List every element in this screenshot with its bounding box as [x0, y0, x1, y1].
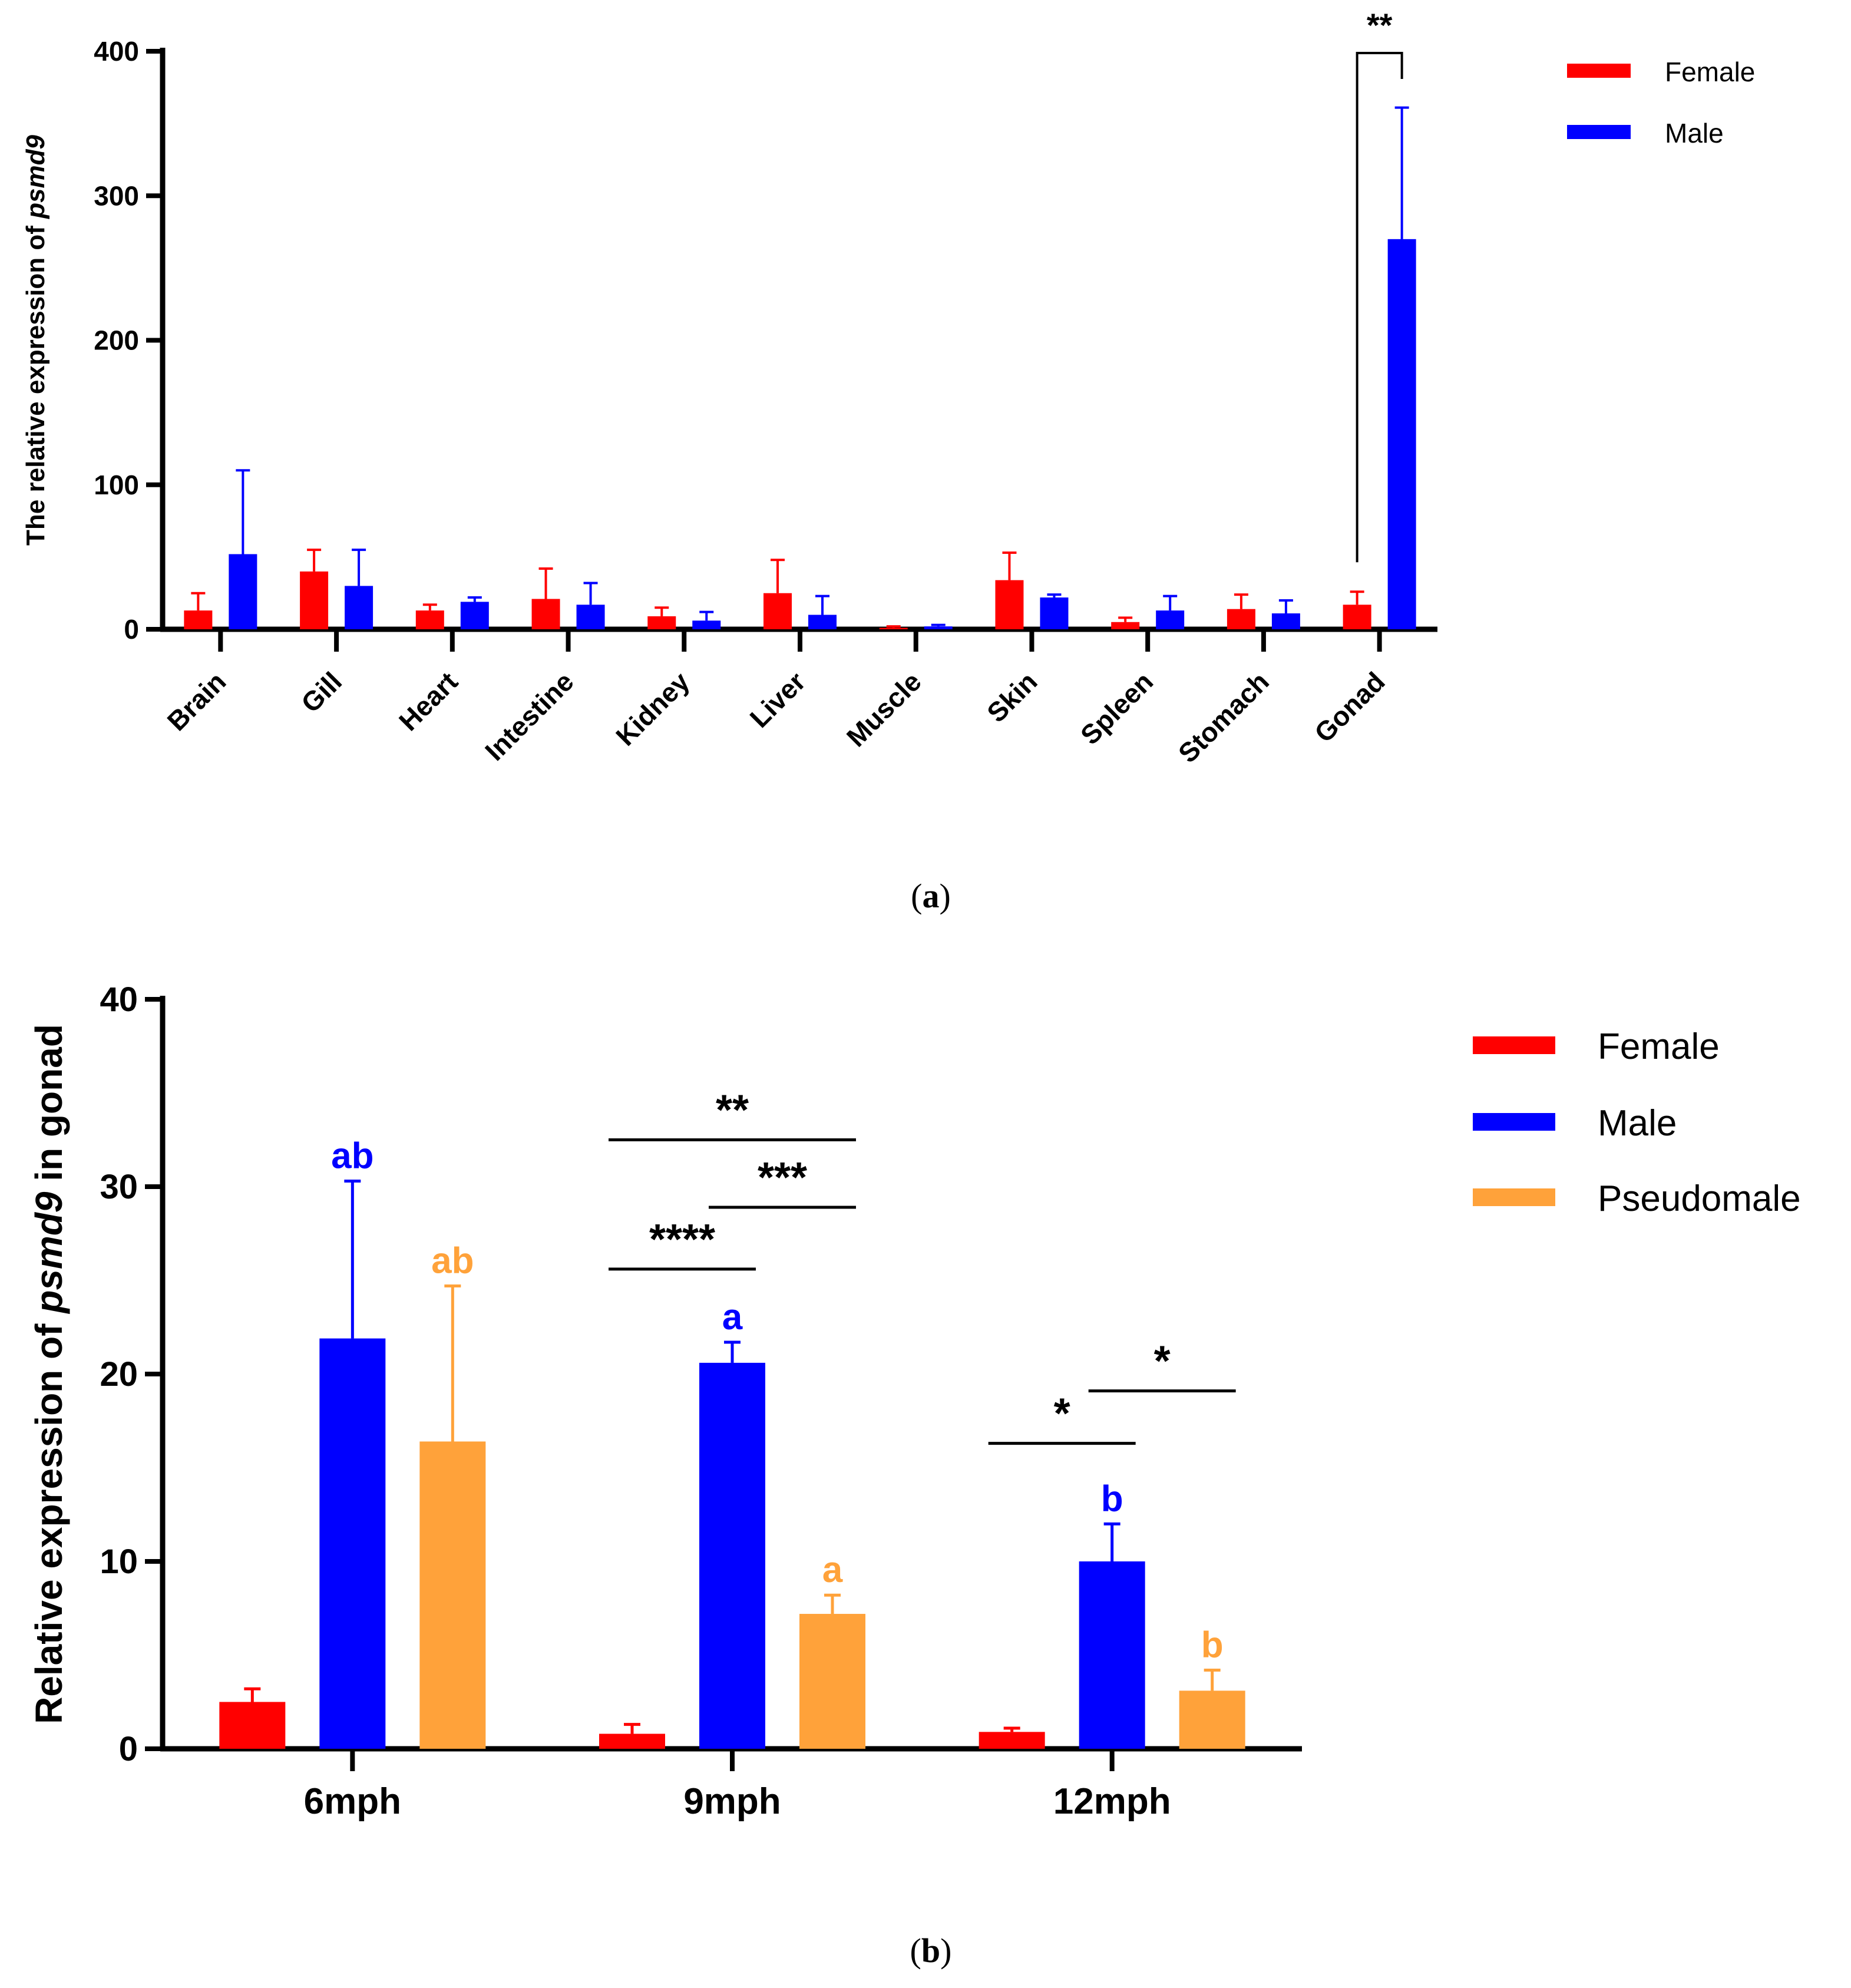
significance-label: *: [1054, 1391, 1070, 1438]
bar-pseudomale-12mph: [1179, 1690, 1245, 1749]
group-letter-pseudomale: ab: [431, 1241, 474, 1282]
bar-female-heart: [415, 610, 444, 629]
y-tick-label: 100: [94, 470, 139, 500]
significance-bracket: [1356, 52, 1403, 563]
significance-label: **: [1367, 6, 1393, 44]
bar-female-intestine: [531, 599, 560, 629]
y-tick-label: 40: [100, 980, 138, 1019]
y-axis-label-gene: psmd9: [21, 135, 50, 219]
bar-male-heart: [460, 602, 489, 629]
bar-male-skin: [1040, 597, 1069, 629]
bar-male-9mph: [699, 1362, 765, 1749]
bar-male-6mph: [319, 1338, 386, 1749]
bar-female-6mph: [219, 1702, 286, 1749]
y-axis-label-gene: psmd9: [28, 1191, 70, 1315]
bar-female-stomach: [1227, 609, 1255, 629]
group-letter-male: b: [1101, 1478, 1123, 1519]
y-tick-label: 30: [100, 1168, 138, 1206]
x-tick-label-12mph: 12mph: [1053, 1781, 1171, 1822]
significance-label: *: [1154, 1338, 1171, 1385]
bar-male-muscle: [924, 626, 953, 629]
bar-female-gill: [300, 571, 329, 629]
y-tick-label: 300: [94, 180, 139, 211]
legend-label-male: Male: [1598, 1103, 1677, 1144]
legend-label-male: Male: [1665, 118, 1724, 148]
panel-b-caption: (b): [910, 1931, 952, 1970]
bar-female-9mph: [599, 1733, 665, 1749]
panel-a-caption: (a): [911, 877, 951, 915]
bar-pseudomale-6mph: [419, 1441, 486, 1749]
group-letter-pseudomale: a: [822, 1550, 843, 1590]
y-axis-label-suffix: in gonad: [28, 1024, 70, 1191]
bar-male-brain: [229, 554, 257, 629]
legend-swatch-female: [1567, 64, 1631, 78]
significance-label: **: [716, 1087, 749, 1134]
y-axis-label: Relative expression of psmd9 in gonad: [28, 1024, 70, 1724]
bar-male-intestine: [576, 605, 605, 629]
panel-b-chart: 0 10 20 30 40 Relative expression of psmd9 in…: [28, 980, 1801, 1822]
bar-male-kidney: [692, 620, 721, 629]
y-axis-label-prefix: Relative expression of: [28, 1313, 70, 1724]
bar-male-liver: [808, 615, 837, 629]
group-letter-pseudomale: b: [1201, 1624, 1224, 1665]
y-tick-label: 0: [119, 1730, 138, 1768]
legend-label-female: Female: [1598, 1026, 1720, 1067]
bar-female-brain: [184, 610, 213, 629]
bar-female-spleen: [1111, 622, 1140, 629]
bar-male-gonad: [1387, 239, 1416, 629]
legend-swatch-pseudomale: [1473, 1188, 1555, 1206]
bar-female-liver: [763, 593, 792, 629]
legend-swatch-male: [1473, 1113, 1555, 1131]
significance-label: ***: [758, 1154, 807, 1201]
bar-male-stomach: [1271, 613, 1300, 629]
y-tick-label: 200: [94, 325, 139, 356]
bar-female-muscle: [879, 628, 908, 629]
group-letter-male: ab: [331, 1135, 373, 1176]
bar-female-gonad: [1343, 605, 1371, 629]
x-tick-label-9mph: 9mph: [683, 1781, 781, 1822]
bar-female-skin: [995, 580, 1024, 629]
x-tick-label-6mph: 6mph: [304, 1781, 401, 1822]
y-tick-label: 0: [124, 614, 139, 645]
bar-male-gill: [345, 586, 373, 629]
legend-swatch-female: [1473, 1036, 1555, 1054]
legend-label-pseudomale: Pseudomale: [1598, 1178, 1801, 1219]
group-letter-male: a: [722, 1297, 743, 1338]
bar-male-spleen: [1156, 610, 1185, 629]
legend-swatch-male: [1567, 125, 1631, 139]
significance-label: ****: [649, 1216, 715, 1263]
bar-female-kidney: [647, 616, 676, 629]
y-tick-label: 10: [100, 1543, 138, 1581]
y-axis-label-prefix: The relative expression of: [21, 219, 50, 546]
legend-label-female: Female: [1665, 57, 1755, 87]
bar-female-12mph: [979, 1732, 1045, 1749]
bar-male-12mph: [1079, 1561, 1145, 1749]
y-tick-label: 400: [94, 36, 139, 67]
y-axis-label: The relative expression of psmd9: [21, 135, 50, 546]
y-tick-label: 20: [100, 1355, 138, 1393]
bar-pseudomale-9mph: [799, 1614, 865, 1749]
